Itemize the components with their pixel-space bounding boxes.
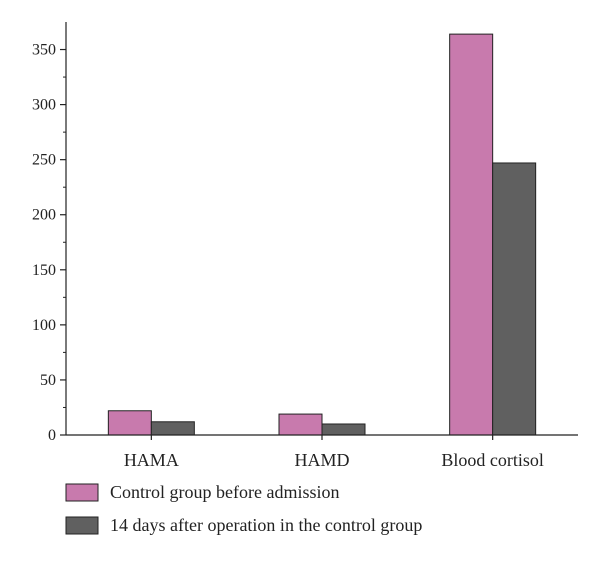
x-tick-label: Blood cortisol — [441, 450, 544, 470]
bar-blood-cortisol-series-2 — [492, 162, 537, 436]
y-tick-label: 200 — [32, 207, 56, 224]
bar-blood-cortisol-series-1 — [449, 33, 494, 436]
y-tick-label: 350 — [32, 42, 56, 59]
y-tick-label: 300 — [32, 97, 56, 114]
legend-label: Control group before admission — [110, 482, 339, 502]
y-tick-label: 0 — [48, 427, 56, 444]
bar-hamd-series-1 — [278, 413, 323, 436]
y-tick-label: 100 — [32, 317, 56, 334]
bar-hama-series-1 — [107, 410, 152, 436]
bar-hamd-series-2 — [321, 423, 366, 436]
x-tick-label: HAMD — [294, 450, 349, 470]
legend-swatch — [65, 516, 99, 535]
legend-swatch — [65, 483, 99, 502]
bar-hama-series-2 — [150, 421, 195, 436]
x-tick-label: HAMA — [124, 450, 179, 470]
y-ticks-group: 0 50 100 150 200 250 300 350 — [32, 42, 66, 444]
y-tick-label: 150 — [32, 262, 56, 279]
bars-group — [107, 33, 537, 436]
y-tick-label: 50 — [40, 372, 56, 389]
y-tick-label: 250 — [32, 152, 56, 169]
legend: Control group before admission 14 days af… — [65, 482, 422, 535]
legend-label: 14 days after operation in the control g… — [110, 515, 422, 535]
x-labels-group: HAMA HAMD Blood cortisol — [124, 435, 544, 470]
